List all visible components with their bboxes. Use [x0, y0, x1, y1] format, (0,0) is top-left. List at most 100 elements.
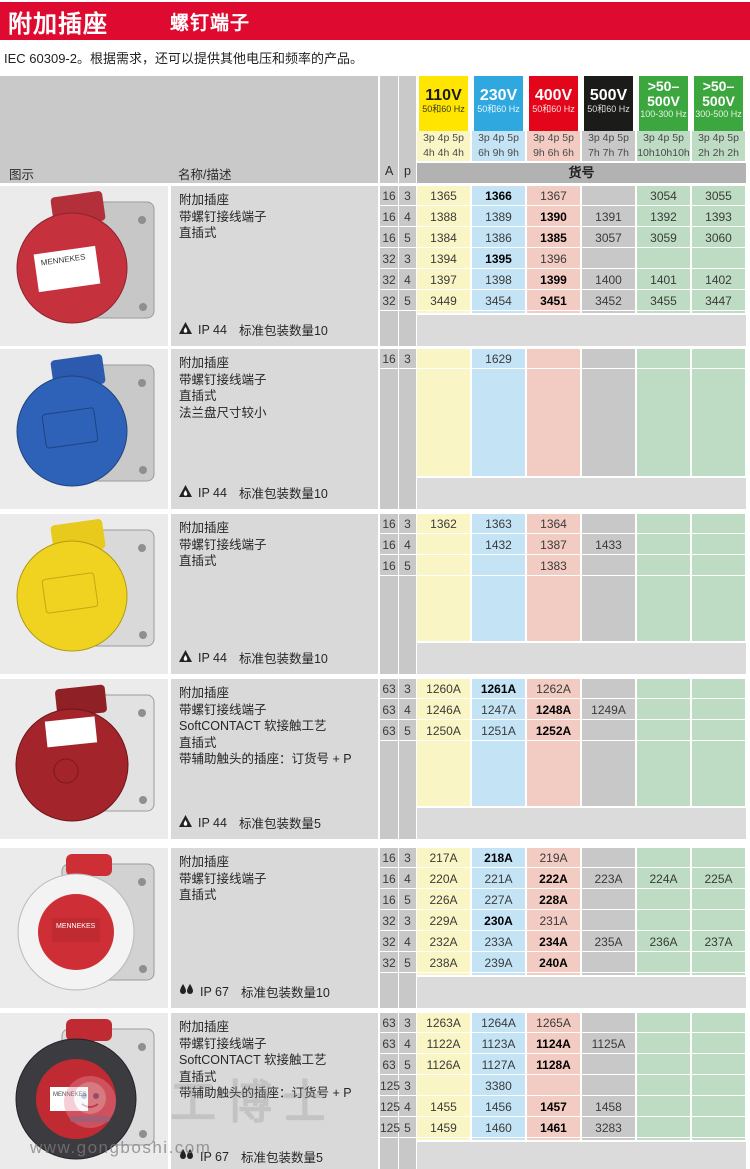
- svg-text:MENNEKES: MENNEKES: [53, 1092, 87, 1098]
- article-number-cell: [582, 1055, 635, 1075]
- article-number-cell: [637, 911, 690, 931]
- pole-cell: 5: [399, 556, 416, 576]
- voltage-col-strip-3: [582, 679, 635, 806]
- poles-hours-subheader-3: 3p 4p 5p 7h 7h 7h: [582, 131, 635, 161]
- product-block-5: MENNEKES 附加插座 带螺钉接线端子 直插式 IP 67 标准包装数量10 16 3 21…: [0, 848, 750, 1008]
- pole-cell: 3: [399, 1076, 416, 1096]
- article-number-cell: [582, 1076, 635, 1096]
- hours-row: 2h 2h 2h: [698, 147, 739, 159]
- frequency-label: 300-500 Hz: [695, 109, 742, 119]
- pole-cell: 4: [399, 1034, 416, 1054]
- pack-quantity: 标准包装数量10: [238, 487, 328, 501]
- pole-cell: 5: [399, 1055, 416, 1075]
- block-bottom-filler: [417, 808, 746, 839]
- article-number-cell: [692, 1118, 745, 1138]
- product-desc-line: 直插式: [179, 226, 217, 240]
- article-number-cell: 1264A: [472, 1013, 525, 1033]
- article-number-cell: 1250A: [417, 721, 470, 741]
- black-red-ip67-softcontact-socket-photo: MENNEKES: [0, 1013, 168, 1169]
- article-number-cell: 1390: [527, 207, 580, 227]
- amp-cell: 32: [380, 291, 398, 311]
- article-number-cell: 1367: [527, 186, 580, 206]
- product-desc-line: 法兰盘尺寸较小: [179, 405, 267, 420]
- dark-red-softcontact-socket-photo: [0, 679, 168, 839]
- article-row: 16 4 1388 1389 1390 1391 1392 1393: [0, 207, 750, 228]
- splash-proof-triangle-icon: [179, 650, 192, 665]
- voltage-label-2: 500V: [647, 93, 680, 109]
- article-number-cell: [692, 679, 745, 699]
- article-number-cell: 236A: [637, 932, 690, 952]
- article-number-cell: [637, 721, 690, 741]
- article-number-cell: 1394: [417, 249, 470, 269]
- article-number-cell: 222A: [527, 869, 580, 889]
- article-number-cell: 231A: [527, 911, 580, 931]
- article-row: 32 5 238A 239A 240A: [0, 953, 750, 974]
- block-bottom-filler: [417, 643, 746, 674]
- hours-row: 9h 6h 6h: [533, 147, 574, 159]
- white-red-ip67-socket-photo: MENNEKES: [0, 848, 168, 1008]
- product-desc-line: 带螺钉接线端子: [179, 209, 267, 224]
- article-number-cell: 1400: [582, 270, 635, 290]
- splash-proof-triangle-icon: [179, 322, 192, 337]
- voltage-col-strip-2: [527, 679, 580, 806]
- product-desc-line: 附加插座: [179, 855, 230, 869]
- product-desc-line: 带螺钉接线端子: [179, 702, 267, 717]
- article-number-cell: [582, 848, 635, 868]
- amp-cell: 32: [380, 270, 398, 290]
- article-number-cell: [582, 721, 635, 741]
- voltage-col-strip-2: [527, 349, 580, 476]
- article-number-cell: 229A: [417, 911, 470, 931]
- article-number-cell: 1396: [527, 249, 580, 269]
- article-row: 63 4 1246A 1247A 1248A 1249A: [0, 700, 750, 721]
- amp-cell: 63: [380, 679, 398, 699]
- article-number-cell: [582, 890, 635, 910]
- product-desc-line: 直插式: [179, 888, 217, 902]
- product-footer: IP 44 标准包装数量10: [179, 648, 328, 667]
- article-number-cell: 220A: [417, 869, 470, 889]
- article-number-cell: 3380: [472, 1076, 525, 1096]
- article-number-cell: 221A: [472, 869, 525, 889]
- article-number-cell: [637, 890, 690, 910]
- voltage-col-strip-4: [637, 1013, 690, 1140]
- product-desc-line: 带辅助触头的插座：订货号 + P: [179, 752, 352, 766]
- article-number-cell: 218A: [472, 848, 525, 868]
- product-desc-line: 附加插座: [179, 521, 230, 535]
- article-row: 16 3 1365 1366 1367 3054 3055: [0, 186, 750, 207]
- article-row: 63 3 1263A 1264A 1265A: [0, 1013, 750, 1034]
- pack-quantity: 标准包装数量5: [240, 1151, 323, 1165]
- voltage-col-strip-1: [472, 848, 525, 975]
- article-row: 63 3 1260A 1261A 1262A: [0, 679, 750, 700]
- article-number-cell: 1401: [637, 270, 690, 290]
- article-number-cell: [692, 249, 745, 269]
- frequency-label: 50和60 Hz: [477, 104, 520, 114]
- article-number-cell: 3447: [692, 291, 745, 311]
- article-row: 16 5 1384 1386 1385 3057 3059 3060: [0, 228, 750, 249]
- article-number-cell: [417, 349, 470, 369]
- voltage-col-strip-3: [582, 186, 635, 313]
- image-col-header: 图示: [9, 168, 35, 182]
- article-number-cell: 1397: [417, 270, 470, 290]
- article-number-cell: 1383: [527, 556, 580, 576]
- article-number-cell: [637, 249, 690, 269]
- article-number-cell: [692, 953, 745, 973]
- article-number-cell: [692, 535, 745, 555]
- voltage-col-strip-0: [417, 848, 470, 975]
- article-number-cell: 238A: [417, 953, 470, 973]
- article-number-cell: 3055: [692, 186, 745, 206]
- frequency-label: 50和60 Hz: [422, 104, 465, 114]
- article-number-cell: 1432: [472, 535, 525, 555]
- article-number-cell: 234A: [527, 932, 580, 952]
- article-number-cell: 1362: [417, 514, 470, 534]
- amp-cell: 63: [380, 1034, 398, 1054]
- article-row: 16 3 1362 1363 1364: [0, 514, 750, 535]
- article-number-cell: 1249A: [582, 700, 635, 720]
- pole-cell: 3: [399, 911, 416, 931]
- splash-proof-triangle-icon: [179, 815, 192, 830]
- article-number-cell: 1398: [472, 270, 525, 290]
- product-block-6: MENNEKES 附加插座 带螺钉接线端子 SoftCONTACT 软接触工艺 直插式带…: [0, 1013, 750, 1169]
- product-description-cell: 附加插座 带螺钉接线端子 SoftCONTACT 软接触工艺 直插式 带辅助触头的插座：…: [171, 1013, 378, 1169]
- hours-row: 10h10h10h: [637, 147, 690, 159]
- voltage-col-strip-3: [582, 848, 635, 975]
- article-number-cell: 1365: [417, 186, 470, 206]
- page-title-bar: 附加插座 螺钉端子: [0, 2, 750, 40]
